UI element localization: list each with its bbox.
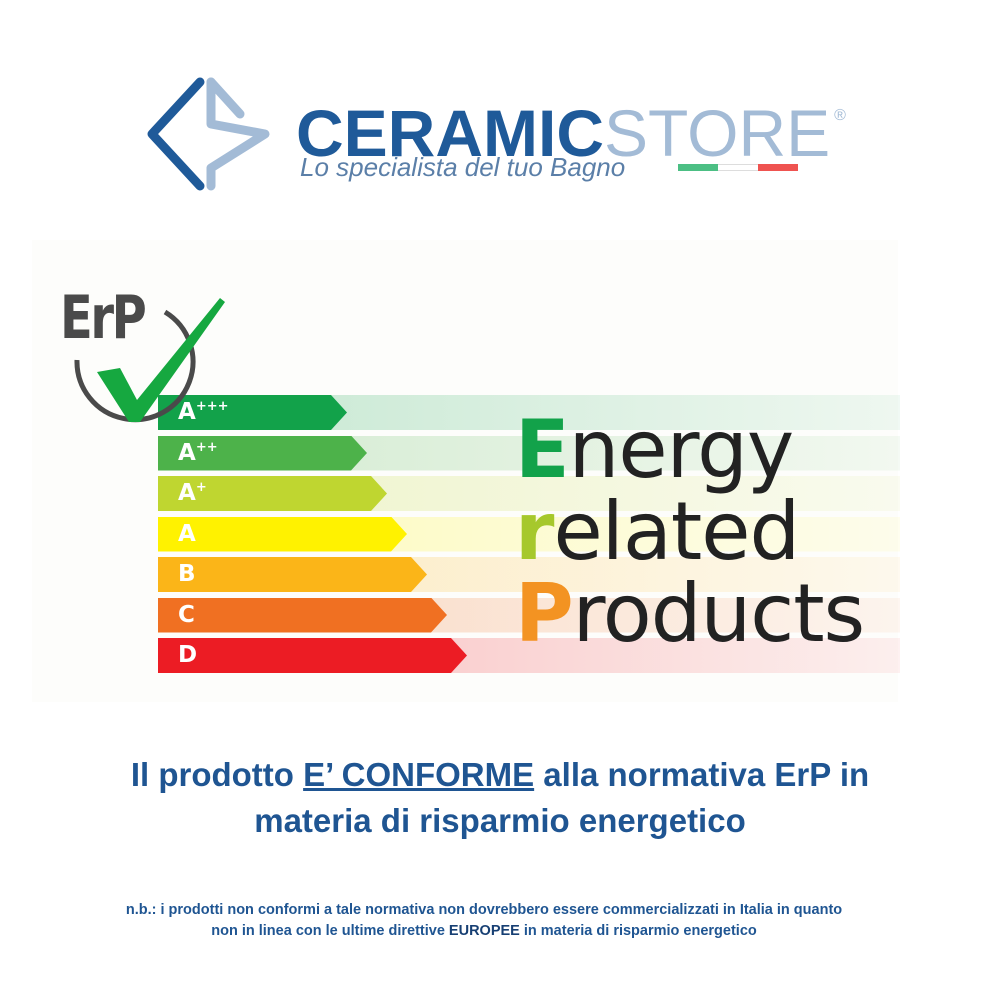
energy-class-fade xyxy=(407,557,900,592)
energy-class-B0: B xyxy=(158,557,427,592)
energy-class-fade xyxy=(327,395,900,430)
erp-word: Energy xyxy=(515,410,794,490)
energy-class-fade xyxy=(367,476,900,511)
footnote-text: non in linea con le ultime direttive xyxy=(211,923,449,939)
energy-class-letter: B xyxy=(178,561,196,587)
footnote-bold: EUROPEE xyxy=(448,923,520,939)
flag-red xyxy=(758,164,798,171)
energy-class-A1: A+ xyxy=(158,476,387,511)
energy-class-letter: C xyxy=(178,601,195,628)
footnote-line1: n.b.: i prodotti non conformi a tale nor… xyxy=(125,902,843,918)
energy-class-letter: D xyxy=(178,642,198,668)
conformity-headline: Il prodotto E’ CONFORME alla normativa E… xyxy=(0,752,1000,844)
brand-name-light: STORE xyxy=(604,96,831,170)
energy-class-A0: A xyxy=(158,516,407,552)
erp-word: related xyxy=(515,492,800,572)
brand-name: CERAMICSTORE ® xyxy=(296,78,846,171)
erp-word-initial: r xyxy=(515,485,554,578)
energy-class-letter: A xyxy=(178,520,196,547)
ceramicstore-logo-icon xyxy=(147,77,270,191)
headline-text: alla normativa ErP in xyxy=(534,756,870,793)
energy-class-plus: ++ xyxy=(195,439,218,455)
headline-text: Il prodotto xyxy=(130,756,304,793)
headline-conforme: E’ CONFORME xyxy=(303,756,535,793)
footnote-text: in materia di risparmio energetico xyxy=(519,923,757,939)
erp-word-initial: E xyxy=(515,403,570,496)
energy-class-fade xyxy=(427,597,900,633)
erp-badge-text: ErP xyxy=(60,283,147,353)
erp-word-rest: roducts xyxy=(572,567,866,660)
energy-class-fade xyxy=(347,435,900,471)
headline-line2: materia di risparmio energetico xyxy=(254,802,746,839)
registered-mark: ® xyxy=(834,107,846,124)
energy-class-A2: A++ xyxy=(158,435,367,471)
footnote: n.b.: i prodotti non conformi a tale nor… xyxy=(0,900,968,942)
energy-class-plus: +++ xyxy=(195,399,229,414)
erp-word: Products xyxy=(515,574,865,654)
check-icon xyxy=(74,298,225,423)
energy-class-letter: A xyxy=(178,439,196,466)
energy-class-letter: A xyxy=(178,399,196,425)
erp-word-rest: elated xyxy=(553,485,800,578)
energy-class-letter: A xyxy=(178,480,196,506)
energy-class-plus: + xyxy=(195,480,207,495)
erp-word-rest: nergy xyxy=(568,403,795,496)
energy-class-fade xyxy=(447,638,900,673)
energy-class-C0: C xyxy=(158,597,447,633)
brand-tagline: Lo specialista del tuo Bagno xyxy=(300,152,626,182)
energy-class-fade xyxy=(387,516,900,552)
erp-word-initial: P xyxy=(515,567,574,660)
flag-green xyxy=(678,164,718,171)
brand-name-bold: CERAMIC xyxy=(296,96,604,170)
energy-class-A3: A+++ xyxy=(158,395,347,430)
flag-white xyxy=(718,164,758,171)
energy-class-D0: D xyxy=(158,638,467,673)
